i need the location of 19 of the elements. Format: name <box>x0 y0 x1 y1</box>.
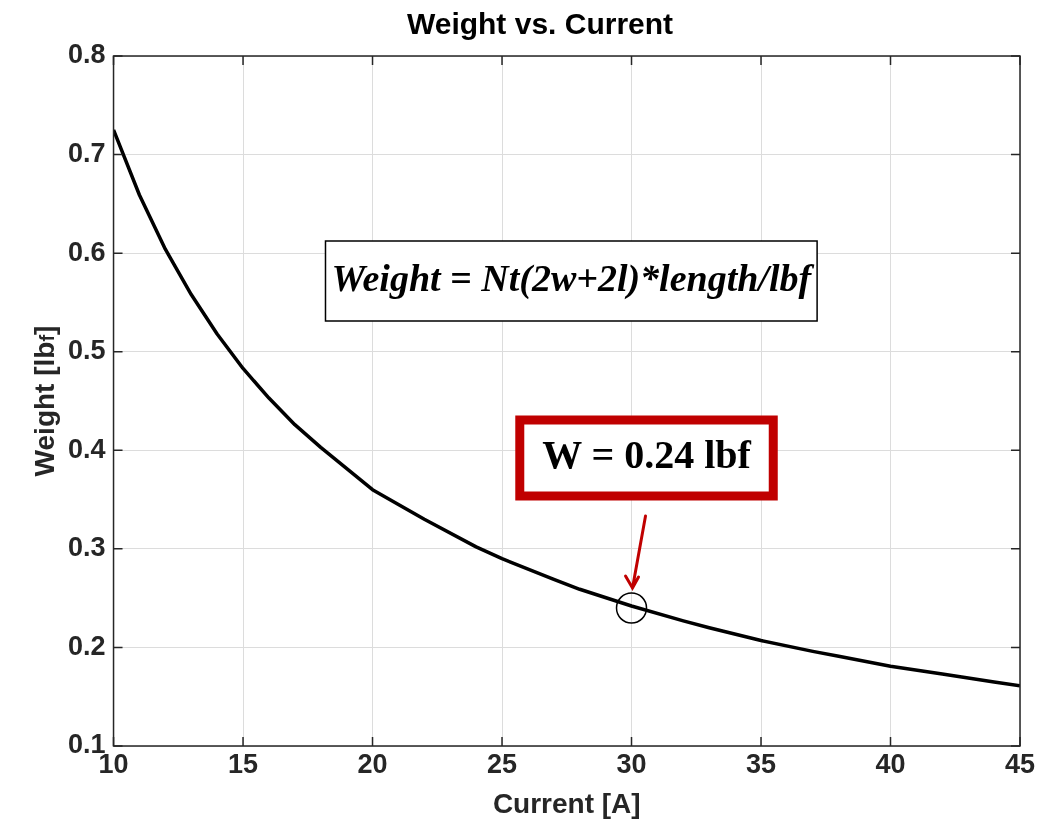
annotation: Weight = Nt(2w+2l)*length/lbf <box>331 256 815 300</box>
x-tick-label: 30 <box>616 748 647 779</box>
annotation: W = 0.24 lbf <box>542 432 752 478</box>
y-tick-label: 0.3 <box>67 532 106 563</box>
y-tick-label: 0.7 <box>67 138 106 169</box>
x-tick-label: 20 <box>357 748 388 779</box>
x-tick-label: 35 <box>745 748 777 779</box>
x-tick-label: 45 <box>1004 748 1036 779</box>
y-tick-label: 0.6 <box>67 236 106 267</box>
y-tick-label: 0.8 <box>67 39 106 70</box>
x-tick-label: 15 <box>228 748 259 779</box>
y-tick-label: 0.4 <box>67 433 106 464</box>
y-axis-title: Weight [lbf] <box>29 325 60 477</box>
y-tick-label: 0.5 <box>67 335 106 366</box>
x-axis-title: Current [A] <box>492 787 641 819</box>
x-tick-label: 25 <box>487 748 518 779</box>
x-tick-label: 40 <box>875 748 906 779</box>
chart-title: Weight vs. Current <box>406 7 674 41</box>
y-tick-label: 0.2 <box>67 630 106 661</box>
